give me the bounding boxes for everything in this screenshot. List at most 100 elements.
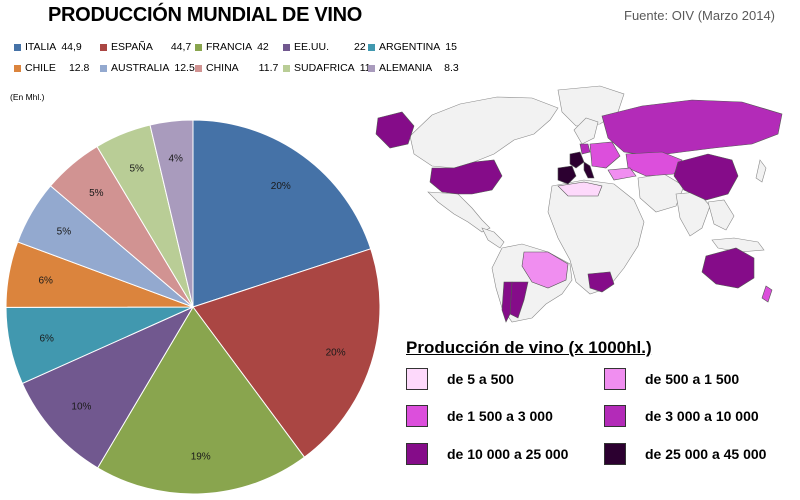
legend-item-china: CHINA 11.7 [195,62,283,74]
map-legend-label: de 5 a 500 [447,371,514,387]
map-country-brazil [521,251,569,289]
map-legend-item-1: de 5 a 500 [406,368,514,390]
map-country-usa [429,159,503,195]
map-legend-label: de 1 500 a 3 000 [447,408,553,424]
source-note: Fuente: OIV (Marzo 2014) [624,8,776,23]
pie-slice-italia [192,119,372,308]
legend-label: CHILE [25,62,56,74]
map-country-indonesia [711,237,765,253]
legend-item-italia: ITALIA 44,9 [14,41,100,53]
legend-label: ARGENTINA [379,41,441,53]
map-country-alaska [375,111,415,149]
map-country-australia [701,247,755,289]
pie-slice-francia [96,306,306,495]
legend-value: 22 [354,41,366,53]
legend-item-eeuu: EE.UU. 22 [283,41,368,53]
legend-item-australia: AUSTRALIA 12.5 [100,62,195,74]
legend-item-francia: FRANCIA 42 [195,41,283,53]
legend-item-argentina: ARGENTINA 15 [368,41,478,53]
map-legend-label: de 25 000 a 45 000 [645,446,767,462]
map-legend-title: Producción de vino (x 1000hl.) [406,338,652,357]
legend-swatch [100,64,107,72]
legend-swatch [14,43,21,51]
pie-label: 20% [326,347,346,358]
legend-label: ESPAÑA [111,41,153,53]
map-country-africa [547,179,645,295]
map-legend-label: de 500 a 1 500 [645,371,740,387]
legend-label: CHINA [206,62,239,74]
legend-swatch [195,64,202,72]
map-legend-label: de 10 000 a 25 000 [447,446,569,462]
map-country-chile [501,281,513,323]
legend-value: 11.7 [258,62,279,74]
legend-value: 44,7 [170,41,192,53]
chart-title: PRODUCCIÓN MUNDIAL DE VINO [48,4,363,26]
legend-item-sudafrica: SUDAFRICA 11 [283,62,371,74]
map-legend-swatch [604,405,626,427]
map-country-canada [409,96,559,169]
legend-value: 12.8 [68,62,90,74]
unit-note: (En Mhl.) [10,92,45,102]
map-country-mexico [427,191,491,233]
pie-chart: 20% 20% 19% 10% 6% 6% 5% 5% 5% 4% [5,119,381,495]
pie-label: 10% [71,402,91,413]
map-legend-swatch [406,443,428,465]
legend-label: ITALIA [25,41,57,53]
map-legend-swatch [604,443,626,465]
pie-label: 5% [89,188,104,199]
legend-value: 11 [359,62,371,74]
pie-label: 5% [129,163,144,174]
map-legend-swatch [604,368,626,390]
pie-label: 6% [38,276,53,287]
map-country-kazakhstan [625,151,683,177]
legend-value: 42 [257,41,269,53]
legend-swatch [368,43,375,51]
legend-value: 44,9 [61,41,82,53]
map-country-scandinavia [573,117,599,145]
legend-swatch [283,43,290,51]
map-legend-swatch [406,405,428,427]
pie-slice-alemania [149,119,194,308]
map-country-north-africa [557,181,603,197]
map-legend-item-2: de 500 a 1 500 [604,368,739,390]
pie-label: 6% [39,333,54,344]
legend-item-espana: ESPAÑA 44,7 [100,41,195,53]
map-country-southeast-asia [707,199,735,231]
legend-item-alemania: ALEMANIA 8.3 [368,62,478,74]
map-legend-label: de 3 000 a 10 000 [645,408,759,424]
map-country-germany [579,143,591,155]
map-country-south-africa [587,271,615,293]
legend-value: 15 [445,41,457,53]
map-legend-item-6: de 25 000 a 45 000 [604,443,766,465]
map-country-spain [557,165,577,185]
legend-swatch [195,43,202,51]
map-legend-item-5: de 10 000 a 25 000 [406,443,568,465]
map-country-russia [601,99,783,157]
legend-value: 12.5 [174,62,195,74]
pie-label: 4% [168,153,183,164]
pie-slice-espa-a [192,248,381,458]
map-country-central-america [481,227,505,249]
map-country-new-zealand [761,285,773,303]
legend-label: AUSTRALIA [111,62,170,74]
map-country-turkey [607,167,637,181]
legend-label: SUDAFRICA [294,62,355,74]
map-country-china [673,153,739,201]
legend-label: EE.UU. [294,41,330,53]
legend-swatch [100,43,107,51]
legend-label: FRANCIA [206,41,253,53]
map-country-japan [755,159,767,183]
map-legend-item-4: de 3 000 a 10 000 [604,405,759,427]
pie-label: 5% [57,226,72,237]
pie-label: 20% [271,181,291,192]
legend-value: 8.3 [444,62,459,74]
legend-item-chile: CHILE 12.8 [14,62,100,74]
pie-label: 19% [191,451,211,462]
map-country-italy [583,161,595,179]
legend-swatch [283,64,290,72]
pie-legend: ITALIA 44,9 ESPAÑA 44,7 FRANCIA 42 EE.UU… [14,41,484,74]
legend-label: ALEMANIA [379,62,433,74]
map-legend-item-3: de 1 500 a 3 000 [406,405,553,427]
legend-swatch [368,64,375,72]
map-legend-swatch [406,368,428,390]
